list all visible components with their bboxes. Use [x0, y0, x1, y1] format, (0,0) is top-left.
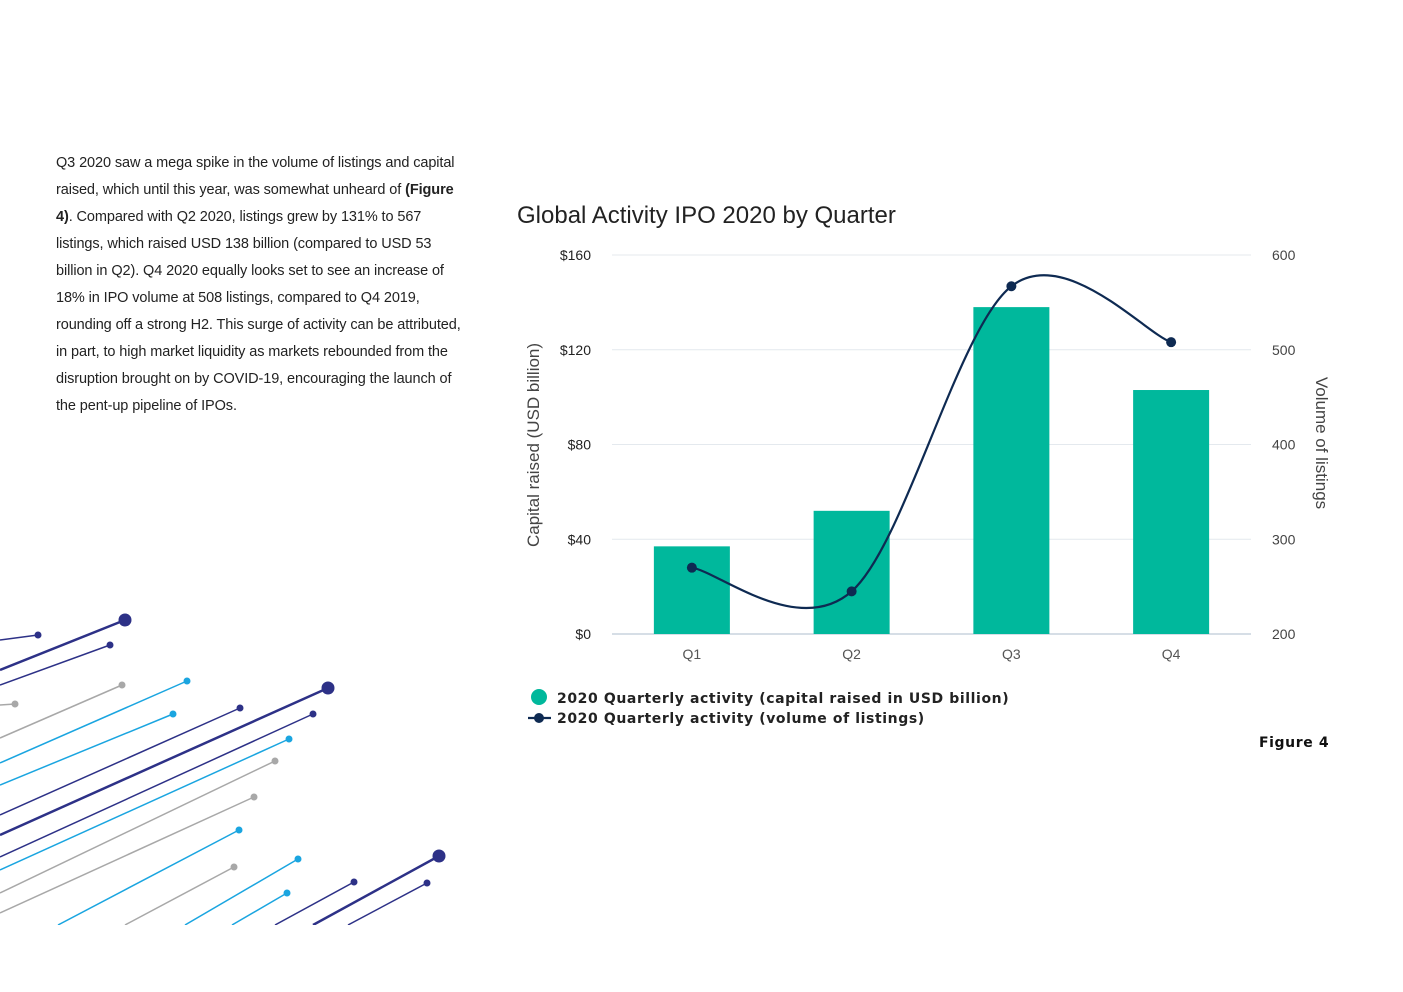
figure-caption: Figure 4: [1259, 735, 1330, 751]
deco-dot: [432, 849, 446, 863]
deco-dot: [250, 793, 258, 801]
deco-line: [184, 858, 299, 925]
deco-dot: [235, 826, 243, 834]
deco-line: [0, 644, 111, 686]
y2-tick-label: 200: [1272, 626, 1296, 642]
deco-dot: [350, 878, 358, 886]
deco-line: [0, 684, 123, 739]
y2-tick-label: 400: [1272, 437, 1296, 453]
listings-point-q4: [1166, 337, 1177, 348]
deco-line: [0, 760, 276, 894]
bar-q4: [1133, 390, 1210, 634]
x-tick-label: Q4: [1162, 646, 1181, 662]
listings-point-q3: [1006, 281, 1017, 292]
legend-label-line: 2020 Quarterly activity (volume of listi…: [557, 711, 925, 727]
legend-label-bars: 2020 Quarterly activity (capital raised …: [557, 691, 1009, 707]
listings-point-q2: [846, 586, 857, 597]
deco-dot: [118, 613, 132, 627]
x-tick-label: Q1: [683, 646, 702, 662]
deco-line: [0, 796, 255, 914]
deco-dot: [106, 641, 114, 649]
paragraph-text-1: Q3 2020 saw a mega spike in the volume o…: [56, 155, 455, 198]
chart-container: Global Activity IPO 2020 by Quarter $0 $4…: [510, 190, 1352, 735]
chart-title: Global Activity IPO 2020 by Quarter: [517, 202, 896, 229]
deco-line: [274, 881, 355, 925]
deco-dot: [183, 677, 191, 685]
y-tick-label: $40: [568, 531, 592, 547]
deco-line: [57, 829, 240, 925]
deco-line: [0, 713, 174, 786]
y-tick-label: $160: [560, 247, 591, 263]
y2-tick-label: 300: [1272, 531, 1296, 547]
legend-line-marker: [534, 713, 544, 723]
x-tick-label: Q2: [842, 646, 861, 662]
deco-line: [0, 738, 290, 871]
bar-q1: [653, 546, 730, 634]
deco-dot: [423, 879, 431, 887]
y2-axis-label: Volume of listings: [1312, 377, 1331, 509]
y-axis-label: Capital raised (USD billion): [524, 343, 543, 547]
deco-line: [347, 882, 428, 925]
deco-line: [0, 680, 188, 764]
deco-line: [312, 854, 440, 925]
y2-tick-label: 600: [1272, 247, 1296, 263]
listings-line: [691, 274, 1172, 610]
y2-tick-label: 500: [1272, 342, 1296, 358]
deco-dot: [230, 863, 238, 871]
deco-line: [0, 634, 39, 641]
y-tick-label: $0: [575, 626, 591, 642]
deco-dot: [118, 681, 126, 689]
x-tick-label: Q3: [1002, 646, 1021, 662]
deco-line: [0, 618, 126, 672]
y-tick-label: $80: [568, 437, 592, 453]
deco-line: [124, 866, 235, 925]
chart-svg: Global Activity IPO 2020 by Quarter $0 $4…: [517, 202, 1331, 727]
paragraph-text-2: . Compared with Q2 2020, listings grew b…: [56, 209, 461, 414]
deco-dot: [285, 735, 293, 743]
figure-reference: (Figure 4): [56, 182, 454, 225]
decorative-lines: [0, 613, 446, 925]
deco-line: [0, 713, 314, 858]
deco-dot: [169, 710, 177, 718]
deco-dot: [294, 855, 302, 863]
legend-bar-swatch: [531, 689, 547, 705]
body-paragraph: Q3 2020 saw a mega spike in the volume o…: [56, 150, 461, 420]
deco-line: [231, 892, 288, 925]
deco-dot: [283, 889, 291, 897]
bar-q3: [973, 307, 1050, 634]
deco-dot: [236, 704, 244, 712]
deco-dot: [309, 710, 317, 718]
bar-q2: [813, 510, 890, 634]
deco-line: [0, 707, 241, 816]
deco-dot: [34, 631, 42, 639]
deco-line: [0, 686, 329, 837]
y-tick-label: $120: [560, 342, 591, 358]
deco-dot: [321, 681, 335, 695]
deco-dot: [11, 700, 19, 708]
deco-dot: [271, 757, 279, 765]
listings-point-q1: [686, 562, 697, 573]
